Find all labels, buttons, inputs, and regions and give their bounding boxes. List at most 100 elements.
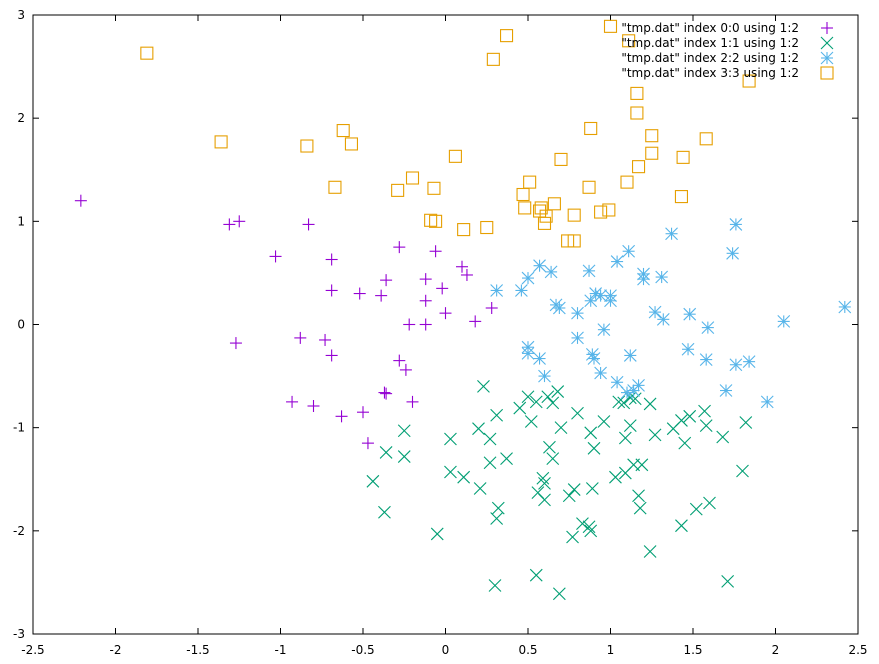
data-point xyxy=(585,482,599,495)
data-point xyxy=(742,74,756,88)
data-point xyxy=(648,428,662,442)
data-point xyxy=(571,331,584,345)
x-tick-label: -2.5 xyxy=(21,643,44,657)
data-point xyxy=(729,358,743,372)
data-point xyxy=(648,305,662,319)
data-point xyxy=(554,421,568,435)
data-point xyxy=(473,482,487,495)
data-point xyxy=(567,234,581,248)
data-point xyxy=(366,474,380,488)
data-point xyxy=(622,244,636,258)
legend-label: "tmp.dat" index 3:3 using 1:2 xyxy=(621,66,799,80)
y-tick-label: -2 xyxy=(13,524,25,538)
data-point xyxy=(609,470,622,484)
data-point xyxy=(637,272,650,286)
data-point xyxy=(319,333,332,346)
data-point xyxy=(537,216,552,230)
data-point xyxy=(499,29,514,43)
data-point xyxy=(777,315,791,328)
data-point xyxy=(604,294,617,308)
data-point xyxy=(457,223,471,237)
data-point xyxy=(344,137,359,151)
data-point xyxy=(632,489,645,503)
y-tick-label: 2 xyxy=(17,111,25,125)
data-point xyxy=(610,255,624,268)
data-points xyxy=(74,19,852,601)
data-point xyxy=(675,519,688,533)
data-point xyxy=(353,287,366,300)
data-point xyxy=(469,315,482,328)
data-point xyxy=(456,260,468,273)
x-tick-label: 0 xyxy=(442,643,450,657)
data-point xyxy=(406,395,419,408)
data-point xyxy=(617,396,631,410)
data-point xyxy=(419,294,432,307)
data-point xyxy=(448,149,462,163)
data-point xyxy=(229,337,242,350)
y-tick-label: 1 xyxy=(17,214,25,228)
data-point xyxy=(656,312,670,326)
data-point xyxy=(533,259,546,273)
x-tick-label: -2 xyxy=(110,643,122,657)
x-tick-label: 1.5 xyxy=(683,643,702,657)
y-tick-label: -3 xyxy=(13,627,25,641)
data-point xyxy=(361,437,374,450)
data-point xyxy=(675,414,688,427)
data-point xyxy=(602,203,616,217)
data-point xyxy=(336,123,350,138)
data-point xyxy=(302,218,315,231)
x-tick-label: 0.5 xyxy=(518,643,537,657)
data-point xyxy=(587,352,601,365)
data-point xyxy=(838,300,852,314)
data-point xyxy=(424,213,438,227)
data-point xyxy=(518,201,532,215)
legend-marker xyxy=(820,66,834,80)
data-point xyxy=(582,180,596,194)
data-point xyxy=(683,409,697,423)
data-point xyxy=(397,450,411,463)
plot-frame xyxy=(32,14,859,635)
data-point xyxy=(635,458,649,472)
data-point xyxy=(681,342,695,356)
data-point xyxy=(622,34,636,48)
data-point xyxy=(643,545,657,558)
data-point xyxy=(582,264,596,278)
data-point xyxy=(538,493,551,507)
y-tick-label: 0 xyxy=(17,318,25,332)
x-tick-label: -1.5 xyxy=(186,643,209,657)
data-point xyxy=(716,430,730,444)
data-point xyxy=(544,265,558,279)
data-point xyxy=(294,331,307,344)
data-point xyxy=(665,227,678,241)
data-point xyxy=(543,440,556,454)
data-point xyxy=(683,307,697,321)
data-point xyxy=(739,416,753,429)
data-point xyxy=(645,129,659,143)
data-point xyxy=(269,250,282,263)
y-tick-label: 3 xyxy=(17,8,25,22)
data-point xyxy=(552,301,566,315)
data-point xyxy=(701,321,715,334)
data-point xyxy=(460,268,473,281)
data-point xyxy=(582,520,596,534)
legend-marker xyxy=(820,51,834,65)
data-point xyxy=(567,483,581,496)
data-point xyxy=(480,220,494,235)
data-point xyxy=(380,274,393,287)
data-point xyxy=(521,390,535,404)
x-tick-label: 2 xyxy=(772,643,780,657)
data-point xyxy=(286,395,299,408)
data-point xyxy=(74,194,87,207)
data-point xyxy=(307,400,320,413)
data-point xyxy=(378,505,391,519)
data-point xyxy=(483,432,497,446)
data-point xyxy=(529,395,543,409)
data-point xyxy=(584,426,598,440)
data-point xyxy=(594,289,607,303)
data-point xyxy=(457,470,471,484)
data-point xyxy=(403,318,416,331)
y-axis: -3 -2 -1 0 1 2 3 xyxy=(13,8,858,641)
data-point xyxy=(419,273,432,286)
data-point xyxy=(429,245,442,258)
data-point xyxy=(397,424,411,438)
